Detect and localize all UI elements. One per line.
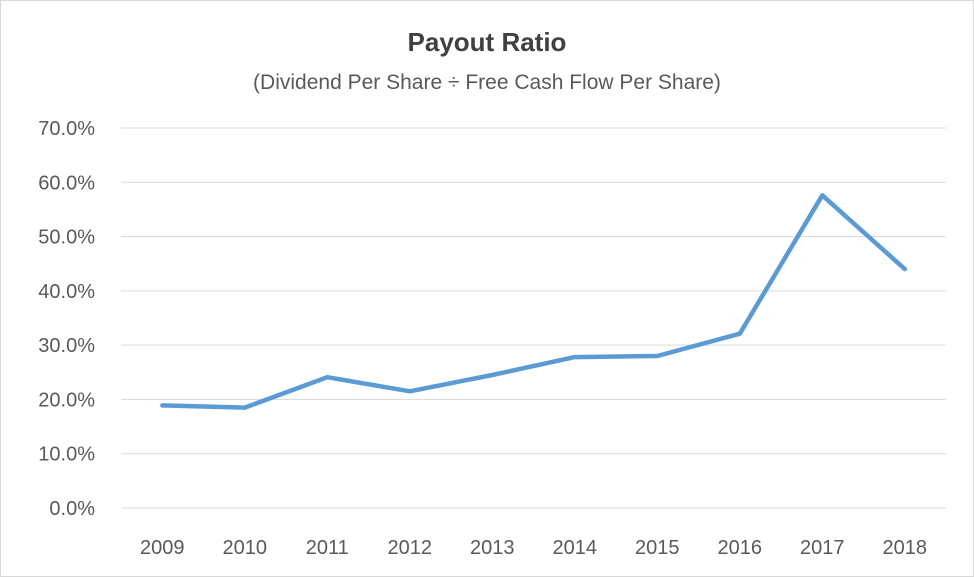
- data-point: [244, 407, 246, 409]
- data-point: [656, 355, 658, 357]
- x-tick-label: 2014: [553, 537, 598, 559]
- y-tick-label: 0.0%: [49, 498, 95, 520]
- x-axis-tick-labels: 2009 2010 2011 2012 2013 2014 2015 2016 2017 2018: [140, 537, 927, 559]
- chart-subtitle: (Dividend Per Share ÷ Free Cash Flow Per…: [253, 71, 721, 94]
- x-tick-label: 2009: [140, 537, 185, 559]
- x-tick-label: 2011: [306, 537, 349, 559]
- y-tick-label: 30.0%: [38, 335, 95, 357]
- series-line: [160, 193, 908, 410]
- data-point: [821, 194, 823, 196]
- x-tick-label: 2013: [470, 537, 515, 559]
- x-tick-label: 2016: [718, 537, 763, 559]
- x-tick-label: 2012: [388, 537, 433, 559]
- data-point: [409, 390, 411, 392]
- series-layer: [160, 193, 908, 410]
- y-tick-label: 40.0%: [38, 281, 95, 303]
- y-tick-label: 10.0%: [38, 444, 95, 466]
- y-tick-label: 70.0%: [38, 118, 95, 140]
- x-tick-label: 2017: [800, 537, 845, 559]
- data-point: [904, 268, 906, 270]
- x-tick-label: 2018: [883, 537, 928, 559]
- data-point: [574, 356, 576, 358]
- y-tick-label: 20.0%: [38, 389, 95, 411]
- x-tick-label: 2010: [223, 537, 268, 559]
- data-point: [326, 376, 328, 378]
- chart-title: Payout Ratio: [407, 27, 567, 57]
- gridlines: [121, 127, 946, 509]
- data-point: [739, 333, 741, 335]
- y-tick-label: 50.0%: [38, 227, 95, 249]
- data-point: [161, 404, 163, 406]
- data-point: [491, 374, 493, 376]
- y-axis-tick-labels: 0.0% 10.0% 20.0% 30.0% 40.0% 50.0% 60.0% 70.0%: [38, 118, 95, 520]
- x-tick-label: 2015: [635, 537, 680, 559]
- y-tick-label: 60.0%: [38, 172, 95, 194]
